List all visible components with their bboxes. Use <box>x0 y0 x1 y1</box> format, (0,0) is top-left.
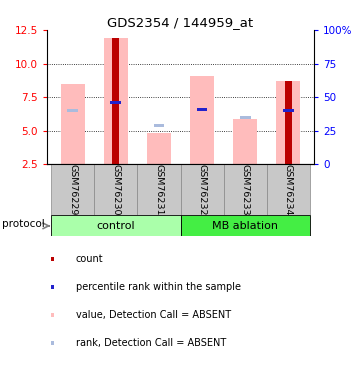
Bar <box>51 164 94 216</box>
Bar <box>61 84 84 164</box>
Text: GSM76230: GSM76230 <box>112 164 120 216</box>
Bar <box>138 164 180 216</box>
Text: count: count <box>76 254 104 264</box>
Bar <box>153 124 164 127</box>
Bar <box>180 216 310 236</box>
Text: value, Detection Call = ABSENT: value, Detection Call = ABSENT <box>76 310 231 320</box>
Bar <box>197 108 208 111</box>
Bar <box>110 101 121 104</box>
Bar <box>180 164 223 216</box>
Text: rank, Detection Call = ABSENT: rank, Detection Call = ABSENT <box>76 338 226 348</box>
Text: MB ablation: MB ablation <box>212 221 278 231</box>
Text: GSM76234: GSM76234 <box>284 164 293 216</box>
Bar <box>51 216 180 236</box>
Bar <box>283 109 293 112</box>
Title: GDS2354 / 144959_at: GDS2354 / 144959_at <box>108 16 253 29</box>
Bar <box>277 81 300 164</box>
Bar <box>223 164 267 216</box>
Text: protocol: protocol <box>2 219 44 229</box>
Text: GSM76229: GSM76229 <box>68 164 77 216</box>
Text: GSM76231: GSM76231 <box>155 164 164 216</box>
Text: GSM76232: GSM76232 <box>197 164 206 216</box>
Bar <box>285 81 292 164</box>
Bar <box>233 118 257 164</box>
Bar <box>197 108 208 111</box>
Bar <box>240 116 251 119</box>
Text: percentile rank within the sample: percentile rank within the sample <box>76 282 241 292</box>
Bar <box>104 38 128 164</box>
Bar <box>94 164 138 216</box>
Bar <box>112 38 119 164</box>
Text: control: control <box>96 221 135 231</box>
Bar <box>147 134 171 164</box>
Bar <box>68 109 78 112</box>
Text: GSM76233: GSM76233 <box>241 164 249 216</box>
Bar <box>190 76 214 164</box>
Bar <box>267 164 310 216</box>
